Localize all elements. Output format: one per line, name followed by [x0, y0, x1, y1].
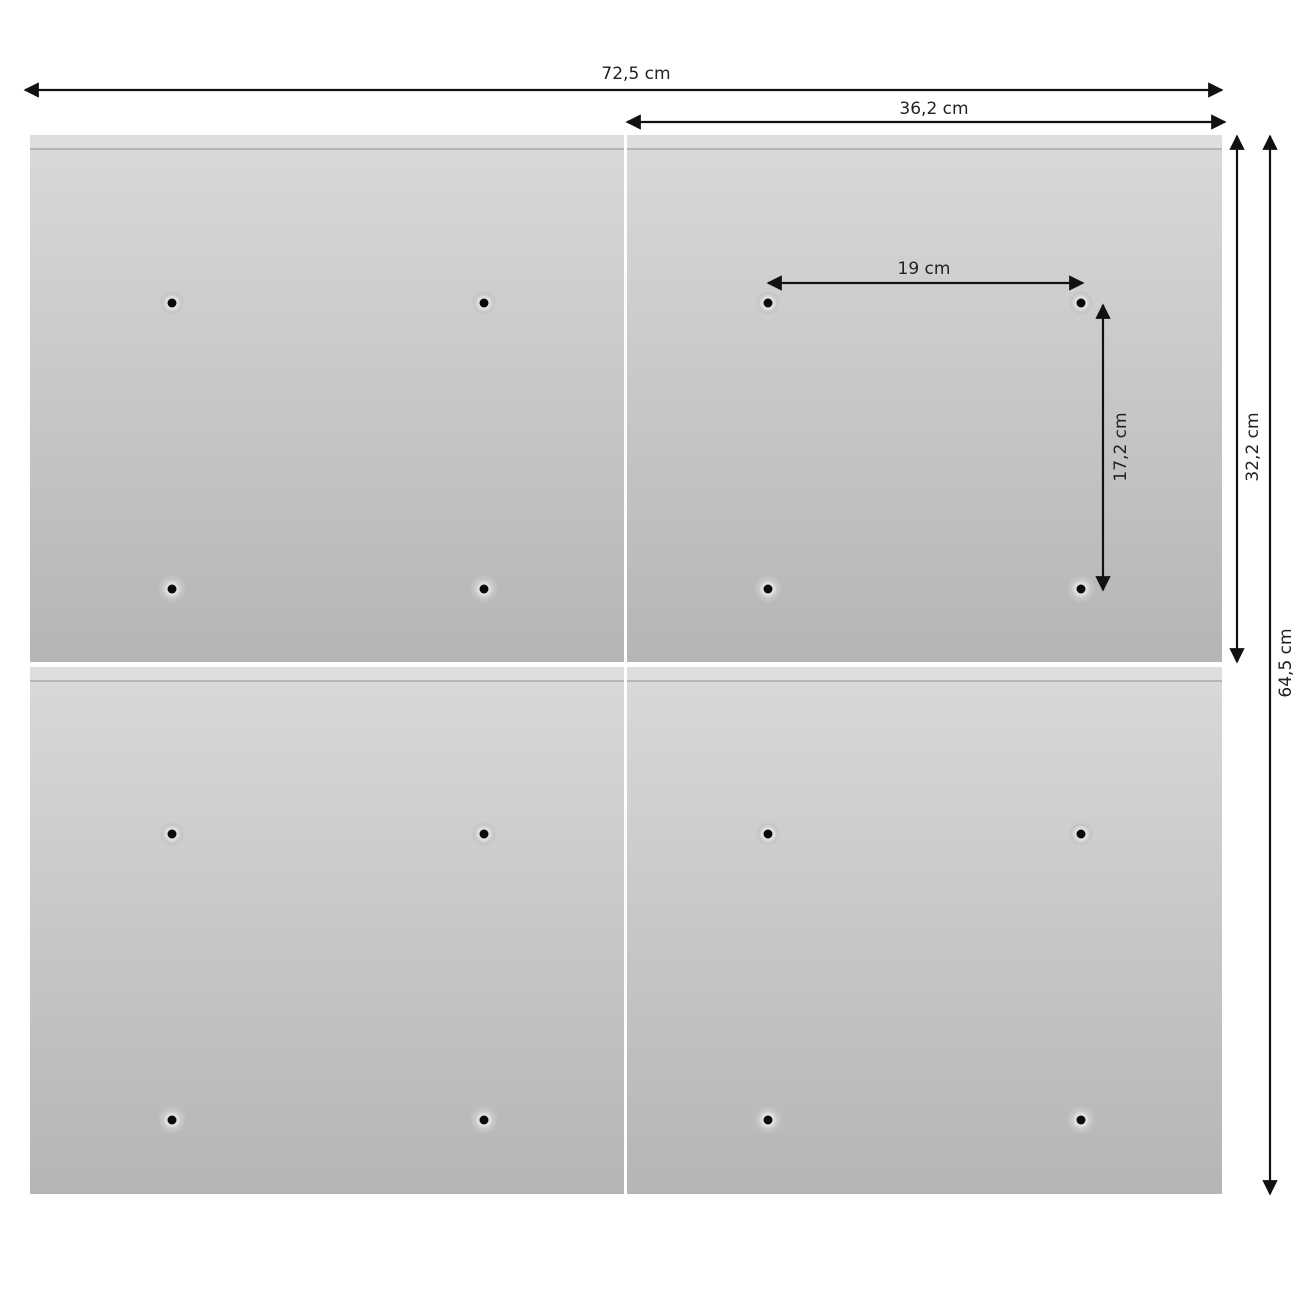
mounting-hole — [1067, 575, 1095, 603]
mounting-hole — [470, 820, 498, 848]
mounting-hole — [470, 575, 498, 603]
hole-spacing-horizontal-label: 19 cm — [898, 259, 951, 279]
panel-face — [627, 135, 1222, 662]
panel-top-right — [627, 135, 1222, 662]
panel-bottom-left — [30, 667, 624, 1194]
panel-face — [627, 667, 1222, 1194]
total-height-label: 64,5 cm — [1276, 628, 1296, 697]
mounting-hole — [470, 289, 498, 317]
mounting-hole — [754, 1106, 782, 1134]
mounting-hole — [158, 820, 186, 848]
total-width-label: 72,5 cm — [601, 64, 670, 84]
panel-top-lip — [30, 667, 624, 681]
panel-top-lip — [627, 135, 1222, 149]
panel-top-lip — [30, 135, 624, 149]
panel-face — [30, 667, 624, 1194]
mounting-hole — [158, 575, 186, 603]
mounting-hole — [1067, 1106, 1095, 1134]
mounting-hole — [1067, 289, 1095, 317]
mounting-hole — [1067, 820, 1095, 848]
mounting-hole — [754, 289, 782, 317]
panel-width-label: 36,2 cm — [899, 99, 968, 119]
mounting-hole — [754, 820, 782, 848]
mounting-hole — [158, 289, 186, 317]
panel-top-left — [30, 135, 624, 662]
panel-face — [30, 135, 624, 662]
mounting-hole — [470, 1106, 498, 1134]
panel-height-label: 32,2 cm — [1243, 412, 1263, 481]
mounting-hole — [158, 1106, 186, 1134]
hole-spacing-vertical-label: 17,2 cm — [1111, 412, 1131, 481]
mounting-hole — [754, 575, 782, 603]
panel-top-lip — [627, 667, 1222, 681]
panel-bottom-right — [627, 667, 1222, 1194]
